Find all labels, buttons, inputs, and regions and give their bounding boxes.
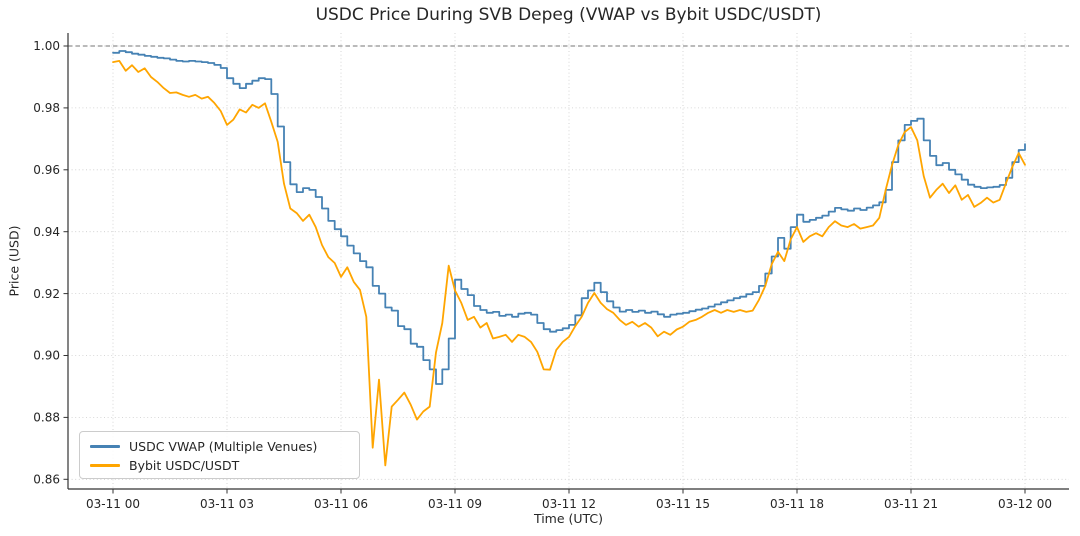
legend-label-bybit: Bybit USDC/USDT [129,458,240,473]
x-tick-label: 03-11 18 [770,497,824,511]
x-tick-label: 03-11 12 [542,497,596,511]
y-tick-label: 0.94 [33,225,60,239]
bybit-series-line [112,60,1026,467]
x-tick-label: 03-11 09 [428,497,482,511]
bybit-line-swatch-icon [90,464,120,467]
legend-item-bybit: Bybit USDC/USDT [90,456,349,475]
y-tick-label: 0.98 [33,101,60,115]
vwap-line-swatch-icon [90,445,120,448]
x-tick-label: 03-12 00 [998,497,1052,511]
y-axis-label: Price (USD) [6,225,22,297]
x-axis-label: Time (UTC) [533,511,604,526]
y-tick-label: 0.86 [33,473,60,487]
y-tick-label: 1.00 [33,39,60,53]
y-tick-label: 0.88 [33,411,60,425]
x-tick-label: 03-11 00 [86,497,140,511]
y-tick-label: 0.90 [33,349,60,363]
x-tick-label: 03-11 03 [200,497,254,511]
y-tick-label: 0.96 [33,163,60,177]
y-tick-label: 0.92 [33,287,60,301]
legend: USDC VWAP (Multiple Venues) Bybit USDC/U… [79,431,360,479]
x-tick-label: 03-11 06 [314,497,368,511]
vwap-series-line [112,50,1026,385]
x-tick-label: 03-11 15 [656,497,710,511]
legend-label-vwap: USDC VWAP (Multiple Venues) [129,439,318,454]
x-tick-label: 03-11 21 [884,497,938,511]
legend-item-vwap: USDC VWAP (Multiple Venues) [90,437,349,456]
chart-title: USDC Price During SVB Depeg (VWAP vs Byb… [315,5,822,25]
